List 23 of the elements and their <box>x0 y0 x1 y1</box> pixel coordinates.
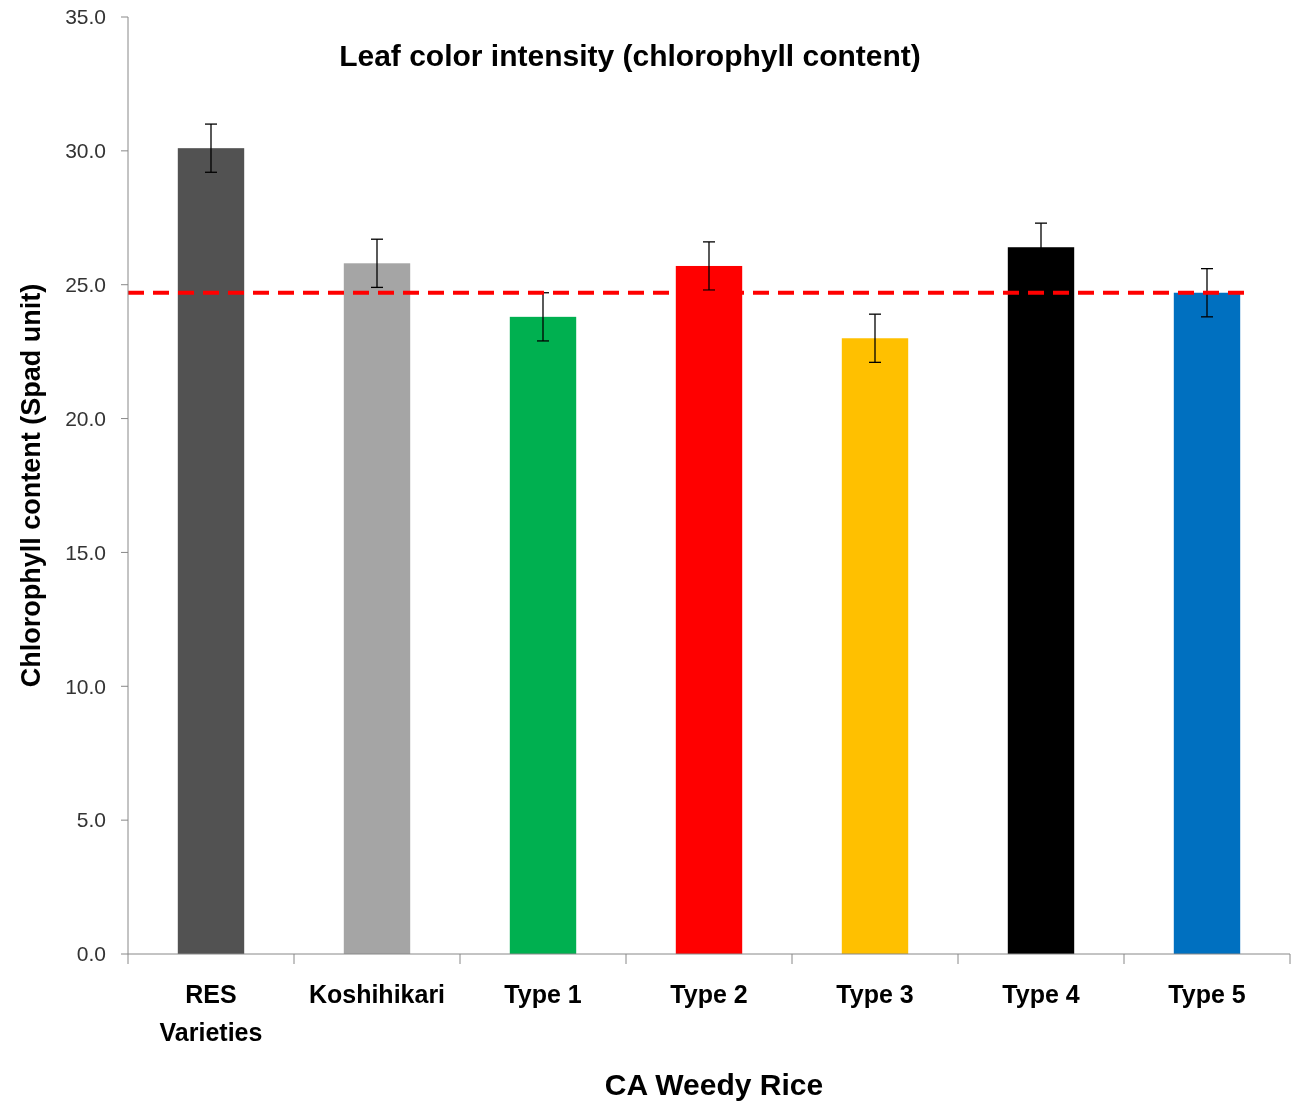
x-tick-label: Type 4 <box>1002 980 1080 1008</box>
y-tick-label: 35.0 <box>65 5 106 29</box>
y-axis-title: Chlorophyll content (Spad unit) <box>16 283 46 688</box>
bar <box>841 338 909 954</box>
y-tick-label: 0.0 <box>76 942 106 966</box>
x-tick-label: Koshihikari <box>308 980 446 1008</box>
x-tick-label: Type 5 <box>1168 980 1246 1008</box>
x-axis-title: CA Weedy Rice <box>604 1068 824 1101</box>
x-tick-label: RES Varieties <box>159 980 263 1046</box>
x-tick-label: Type 3 <box>836 980 914 1008</box>
y-tick-label: 30.0 <box>65 139 106 163</box>
y-tick-label: 20.0 <box>65 406 106 430</box>
y-tick-label: 25.0 <box>65 273 106 297</box>
y-tick-label: 10.0 <box>65 674 106 698</box>
y-tick-label: 15.0 <box>65 540 106 564</box>
bar <box>1173 292 1241 954</box>
bar <box>177 148 245 954</box>
x-tick-label: Type 2 <box>670 980 748 1008</box>
x-tick-label: Type 1 <box>504 980 582 1008</box>
bar <box>509 316 577 954</box>
bar <box>343 263 411 954</box>
text: Leaf color intensity (chlorophyll content) <box>339 39 921 72</box>
y-tick-label: 5.0 <box>76 808 106 832</box>
